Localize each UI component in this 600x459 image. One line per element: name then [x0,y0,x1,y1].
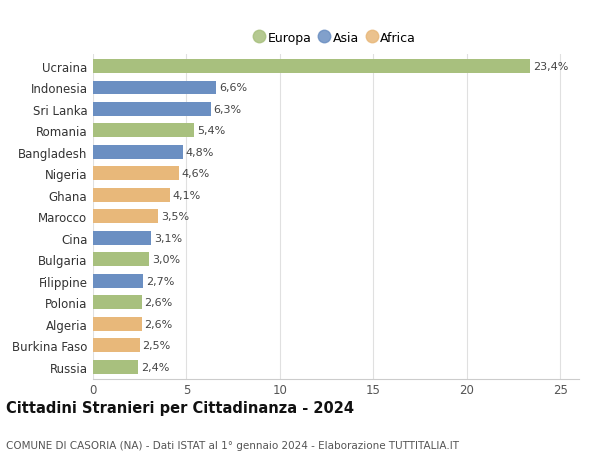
Bar [93,146,183,160]
Text: COMUNE DI CASORIA (NA) - Dati ISTAT al 1° gennaio 2024 - Elaborazione TUTTITALIA: COMUNE DI CASORIA (NA) - Dati ISTAT al 1… [6,440,459,450]
Text: 23,4%: 23,4% [533,62,569,72]
Text: 4,6%: 4,6% [182,169,210,179]
Text: Cittadini Stranieri per Cittadinanza - 2024: Cittadini Stranieri per Cittadinanza - 2… [6,400,354,415]
Text: 2,4%: 2,4% [140,362,169,372]
Bar [93,253,149,267]
Bar [93,103,211,117]
Text: 2,6%: 2,6% [145,297,173,308]
Bar [93,360,138,374]
Bar [93,60,530,74]
Bar [93,189,170,202]
Text: 2,5%: 2,5% [143,341,171,351]
Bar [93,317,142,331]
Text: 5,4%: 5,4% [197,126,225,136]
Bar [93,274,143,288]
Bar [93,338,140,353]
Text: 2,7%: 2,7% [146,276,175,286]
Text: 4,8%: 4,8% [185,148,214,157]
Legend: Europa, Asia, Africa: Europa, Asia, Africa [254,29,418,47]
Bar [93,296,142,309]
Text: 3,0%: 3,0% [152,255,180,265]
Bar [93,81,217,95]
Text: 3,1%: 3,1% [154,233,182,243]
Text: 6,6%: 6,6% [219,83,247,93]
Bar [93,231,151,245]
Bar [93,124,194,138]
Text: 6,3%: 6,3% [214,105,242,115]
Text: 3,5%: 3,5% [161,212,190,222]
Bar [93,210,158,224]
Bar [93,167,179,181]
Text: 2,6%: 2,6% [145,319,173,329]
Text: 4,1%: 4,1% [172,190,200,201]
